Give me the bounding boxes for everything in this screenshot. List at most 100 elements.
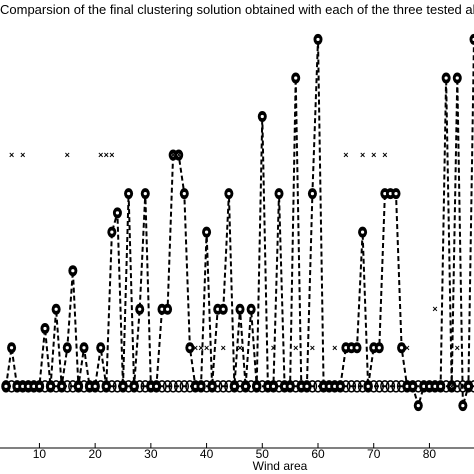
series-3-point: × [449,381,454,391]
series-2-point [352,342,362,354]
series-2-point [413,400,423,412]
series-1-point [218,380,229,393]
series-1-point [173,380,184,393]
series-1-point [346,380,357,393]
series-1-point [374,380,385,393]
series-3-point: × [20,150,25,160]
x-axis-label: Wind area [253,459,308,473]
series-2-point [179,188,189,200]
series-3-point: × [332,343,337,353]
series-2-point [129,380,139,392]
series-2-point [112,207,122,219]
series-2-point [307,188,317,200]
series-1-point [385,380,396,393]
series-1-point [391,380,401,393]
series-2-point [452,72,462,84]
series-3-point: × [9,150,14,160]
series-2-point [229,380,239,392]
series-2-point [202,226,212,238]
series-2-point [73,380,83,392]
series-2-point [463,380,473,392]
series-layer: × × × × × × × ×× × × × × × × × ×× × × ××××× [1,33,474,412]
series-2-point [408,380,418,392]
series-2-point [374,342,384,354]
series-2-point [241,380,251,392]
series-3-point: × [176,150,181,160]
series-1-point [168,380,178,393]
series-2-point [51,303,61,315]
series-3-point: × [198,343,203,353]
series-3-point: × [371,150,376,160]
series-2-point [163,303,173,315]
series-3-point: × [310,343,315,353]
series-2-point [34,380,44,392]
series-2-point [397,342,407,354]
x-tick-label: 10 [33,447,47,461]
series-1-point [179,380,190,393]
x-tick-label: 70 [367,447,381,461]
series-2-point [79,342,89,354]
series-2-point [447,380,457,392]
series-2-point [363,380,373,392]
series-3-point: × [382,150,387,160]
series-2-point [196,380,206,392]
series-2-point [207,380,217,392]
series-3-point: × [98,150,103,160]
series-2-point [140,188,150,200]
chart-title: Comparsion of the final clustering solut… [0,2,474,17]
series-1-point [352,380,362,393]
series-2-point [224,188,234,200]
series-3-point: × [237,343,242,353]
series-2-point [135,303,145,315]
series-3-point: × [204,343,209,353]
series-3-point: × [193,343,198,353]
series-3-point: × [293,343,298,353]
series-2-point [107,226,117,238]
x-tick-label: 40 [200,447,214,461]
series-2-point [185,342,195,354]
series-2-point [151,380,161,392]
series-2-point [302,380,312,392]
series-3-point: × [455,343,460,353]
series-1-point [162,380,173,393]
series-3-point: × [104,150,109,160]
series-2-point [313,33,323,45]
series-2-point [62,342,72,354]
series-2-point [90,380,100,392]
series-2-point [118,380,128,392]
series-2-point [246,303,256,315]
series-3-point: × [171,150,176,160]
series-2-point [40,323,50,335]
series-2-point [46,380,56,392]
series-3-point: × [405,343,410,353]
series-2-point [268,380,278,392]
series-2-point [218,303,228,315]
series-2-point [124,188,134,200]
series-2-point [391,188,401,200]
x-tick-label: 50 [256,447,270,461]
series-3-point: × [360,150,365,160]
series-1-point [380,380,390,393]
x-tick-label: 60 [311,447,325,461]
series-2-point [7,342,17,354]
series-3-point: × [109,150,114,160]
series-2-point [1,380,11,392]
series-2-point [96,342,106,354]
series-2-point [358,226,368,238]
series-3-point: × [271,343,276,353]
series-3-point: × [65,150,70,160]
series-2-point [285,380,295,392]
x-tick-label: 30 [144,447,158,461]
series-2-point [335,380,345,392]
series-2 [1,33,474,412]
series-2-point [101,380,111,392]
series-2-point [441,72,451,84]
series-3-point: × [432,304,437,314]
series-2-point [291,72,301,84]
x-tick-label: 20 [88,447,102,461]
series-2-point [257,111,267,123]
series-2-point [436,380,446,392]
series-3-point: × [221,343,226,353]
